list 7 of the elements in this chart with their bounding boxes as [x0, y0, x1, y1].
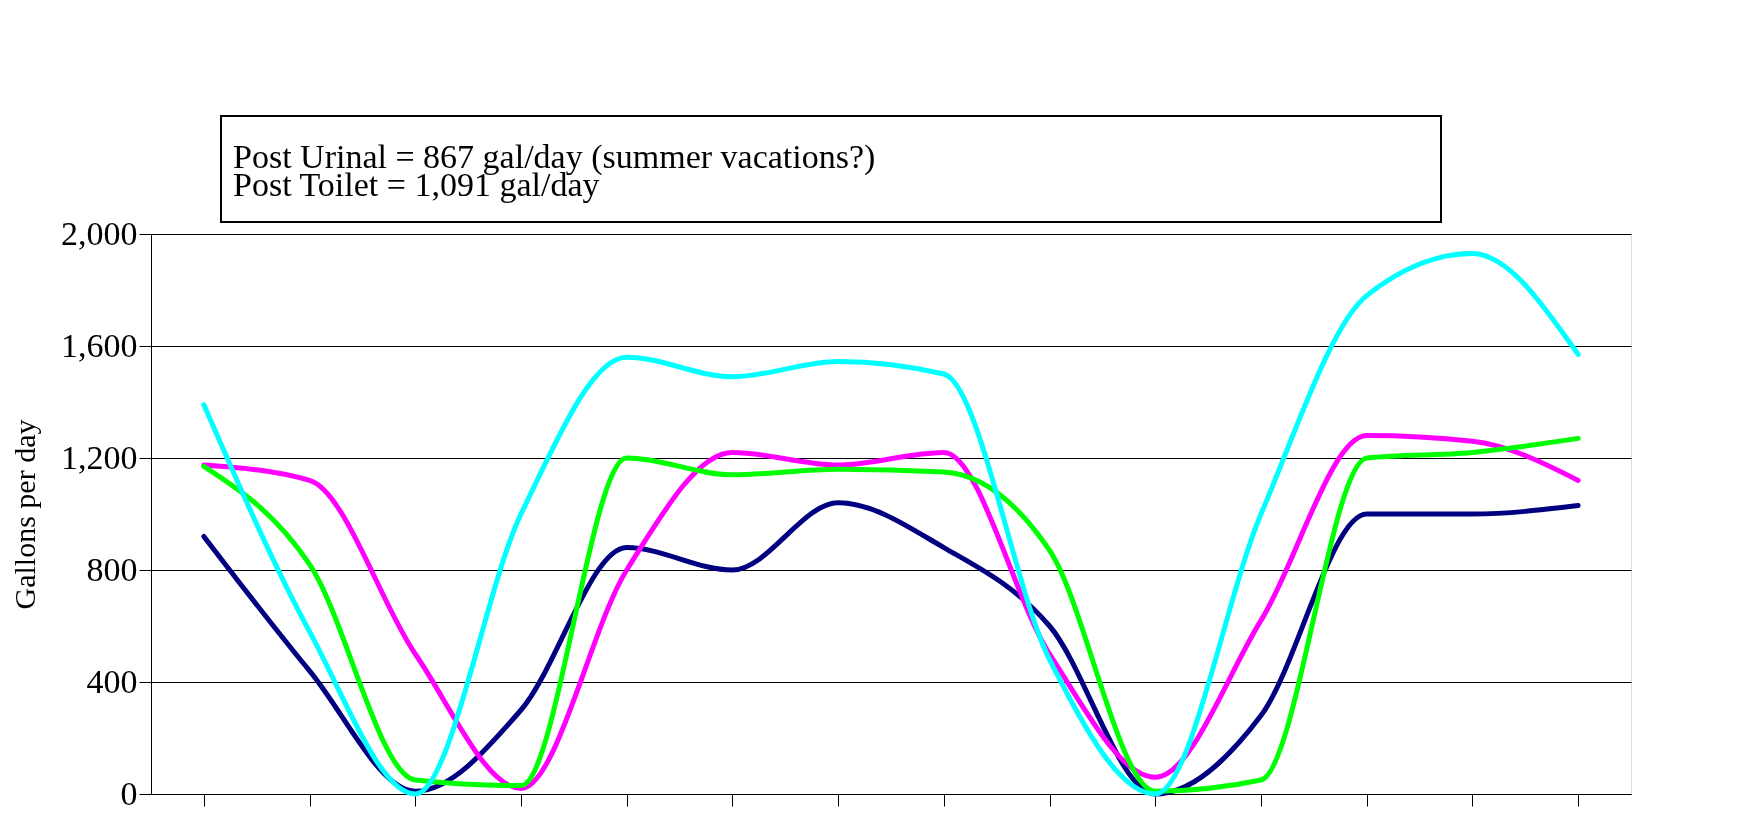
y-tick-label: 400: [86, 662, 138, 700]
y-tick-label: 0: [120, 774, 138, 812]
y-tick-label: 1,200: [61, 438, 138, 476]
y-tick-label: 1,600: [61, 326, 138, 364]
y-axis-title: Gallons per day: [8, 419, 41, 610]
y-tick-label: 800: [86, 550, 138, 588]
y-tick-label: 2,000: [61, 214, 138, 252]
